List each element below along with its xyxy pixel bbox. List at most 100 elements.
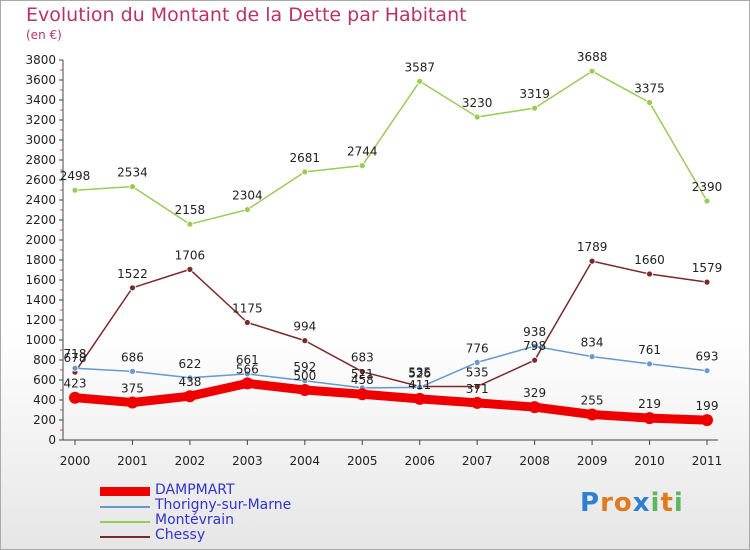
y-tick-label: 1800 (25, 253, 56, 267)
data-point (416, 383, 424, 391)
data-label: 693 (696, 350, 719, 364)
y-tick-label: 800 (33, 353, 56, 367)
series-line-mont-vrain (74, 70, 708, 225)
data-label: 622 (178, 357, 201, 371)
data-point (473, 383, 481, 390)
logo-letter: i (673, 488, 684, 518)
y-tick-label: 2200 (25, 213, 56, 227)
data-point (71, 186, 79, 194)
data-label: 535 (466, 366, 489, 380)
data-point (528, 401, 541, 414)
y-tick-label: 200 (33, 413, 56, 427)
data-point (183, 390, 196, 403)
logo-letter: r (600, 488, 614, 518)
data-label: 938 (523, 325, 546, 339)
x-tick-label: 2003 (232, 454, 263, 468)
series-line-thorigny-sur-marne (74, 345, 708, 389)
x-tick-label: 2005 (347, 454, 378, 468)
data-label: 2534 (117, 166, 148, 180)
data-point (588, 353, 596, 361)
data-label: 199 (696, 399, 719, 413)
y-tick-label: 2600 (25, 173, 56, 187)
data-label: 1579 (692, 261, 723, 275)
data-label: 535 (408, 366, 431, 380)
data-point (186, 374, 194, 382)
legend-swatch-montevrain (100, 521, 150, 523)
data-point (356, 388, 369, 401)
y-tick-label: 0 (48, 433, 56, 447)
x-tick-label: 2008 (519, 454, 550, 468)
data-label: 718 (64, 347, 87, 361)
y-tick-label: 3000 (25, 133, 56, 147)
data-point (413, 392, 426, 405)
y-tick-label: 3600 (25, 73, 56, 87)
data-label: 526 (408, 366, 431, 380)
legend-swatch-thorigny (100, 506, 150, 508)
data-label: 423 (64, 377, 87, 391)
y-tick-label: 2000 (25, 233, 56, 247)
data-point (531, 356, 539, 364)
data-label: 219 (638, 397, 661, 411)
data-point (358, 162, 366, 170)
series-line-dampmart (70, 378, 712, 425)
y-tick-label: 1200 (25, 313, 56, 327)
data-label: 521 (351, 367, 374, 381)
data-label: 2304 (232, 189, 263, 203)
data-label: 2390 (692, 180, 723, 194)
x-tick-label: 2004 (290, 454, 321, 468)
data-point (358, 368, 366, 376)
data-point (473, 113, 481, 121)
y-tick-label: 1000 (25, 333, 56, 347)
data-label: 458 (351, 373, 374, 387)
series-line-chessy (74, 260, 708, 388)
data-point (588, 257, 596, 265)
data-label: 375 (121, 382, 144, 396)
data-label: 592 (293, 360, 316, 374)
data-point (243, 206, 251, 214)
data-label: 411 (408, 378, 431, 392)
logo-letter: t (660, 488, 674, 518)
data-label: 683 (351, 351, 374, 365)
chart-subtitle: (en €) (26, 28, 62, 42)
y-tick-label: 2400 (25, 193, 56, 207)
data-point (703, 367, 711, 375)
data-point (241, 377, 254, 390)
data-point (301, 337, 309, 345)
data-point (186, 265, 194, 273)
logo-letter: P (580, 488, 601, 518)
data-point (471, 396, 484, 409)
data-label: 798 (523, 339, 546, 353)
data-point (643, 412, 656, 425)
data-label: 776 (466, 341, 489, 355)
logo-letter: i (650, 488, 661, 518)
data-label: 2681 (290, 151, 321, 165)
data-label: 371 (466, 382, 489, 396)
x-tick-label: 2007 (462, 454, 493, 468)
data-point (71, 364, 79, 372)
data-label: 329 (523, 386, 546, 400)
data-label: 3319 (519, 87, 550, 101)
data-label: 761 (638, 343, 661, 357)
data-point (646, 99, 653, 106)
data-point (129, 183, 136, 191)
data-label: 500 (293, 369, 316, 383)
legend-swatch-dampmart (100, 487, 150, 496)
data-point (129, 367, 136, 375)
data-label: 438 (178, 375, 201, 389)
data-point (298, 384, 311, 396)
data-point (243, 370, 251, 378)
data-label: 2498 (60, 169, 91, 183)
y-tick-label: 3200 (25, 113, 56, 127)
data-point (646, 360, 653, 368)
data-point (243, 319, 251, 326)
data-point (531, 342, 539, 350)
legend-label-chessy: Chessy (155, 527, 206, 543)
data-label: 566 (236, 362, 259, 376)
x-tick-label: 2001 (117, 454, 148, 468)
data-point (588, 67, 596, 75)
data-label: 1660 (634, 253, 665, 267)
data-label: 661 (236, 353, 259, 367)
data-point (186, 220, 194, 228)
data-label: 3587 (404, 60, 435, 74)
data-label: 1522 (117, 267, 148, 281)
